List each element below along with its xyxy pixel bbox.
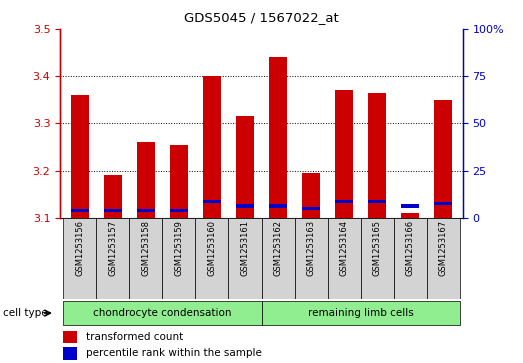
Bar — [427, 218, 460, 299]
Bar — [294, 218, 327, 299]
Bar — [368, 93, 386, 218]
Bar — [262, 218, 294, 299]
Bar — [104, 209, 122, 212]
Text: chondrocyte condensation: chondrocyte condensation — [93, 308, 232, 318]
Bar — [104, 175, 122, 218]
Bar — [137, 142, 155, 218]
Bar — [203, 200, 221, 203]
Text: GSM1253167: GSM1253167 — [439, 220, 448, 276]
Bar — [196, 218, 229, 299]
Bar — [203, 76, 221, 218]
Text: percentile rank within the sample: percentile rank within the sample — [86, 348, 262, 358]
Text: GSM1253159: GSM1253159 — [175, 220, 184, 276]
Bar — [327, 218, 360, 299]
Text: GSM1253165: GSM1253165 — [372, 220, 382, 276]
Bar — [170, 209, 188, 212]
Bar — [368, 200, 386, 203]
Text: GSM1253158: GSM1253158 — [141, 220, 151, 276]
Bar — [71, 95, 89, 218]
Bar — [335, 90, 353, 218]
Bar — [163, 218, 196, 299]
Bar — [137, 209, 155, 212]
Bar — [401, 204, 419, 208]
Text: GSM1253162: GSM1253162 — [274, 220, 282, 276]
Text: GSM1253163: GSM1253163 — [306, 220, 315, 276]
Text: transformed count: transformed count — [86, 332, 183, 342]
Bar — [170, 145, 188, 218]
Text: GSM1253157: GSM1253157 — [108, 220, 118, 276]
Bar — [130, 218, 163, 299]
Bar — [236, 204, 254, 208]
Bar — [229, 218, 262, 299]
Text: remaining limb cells: remaining limb cells — [308, 308, 413, 318]
Bar — [360, 218, 393, 299]
Bar — [63, 218, 96, 299]
Text: GSM1253160: GSM1253160 — [208, 220, 217, 276]
Bar — [71, 209, 89, 212]
Bar — [393, 218, 427, 299]
Bar — [96, 218, 130, 299]
Bar — [434, 202, 452, 205]
Bar — [335, 200, 353, 203]
Bar — [269, 57, 287, 218]
Text: GSM1253156: GSM1253156 — [75, 220, 84, 276]
Bar — [434, 100, 452, 218]
Bar — [236, 116, 254, 218]
Bar — [63, 301, 262, 325]
Bar — [302, 173, 320, 218]
Bar — [302, 207, 320, 210]
Text: GSM1253161: GSM1253161 — [241, 220, 249, 276]
Bar — [401, 213, 419, 218]
Text: cell type: cell type — [3, 308, 47, 318]
Text: GSM1253164: GSM1253164 — [339, 220, 348, 276]
Bar — [63, 347, 77, 359]
Bar — [262, 301, 460, 325]
Bar — [269, 204, 287, 208]
Text: GDS5045 / 1567022_at: GDS5045 / 1567022_at — [184, 11, 339, 24]
Text: GSM1253166: GSM1253166 — [405, 220, 415, 276]
Bar — [63, 331, 77, 343]
